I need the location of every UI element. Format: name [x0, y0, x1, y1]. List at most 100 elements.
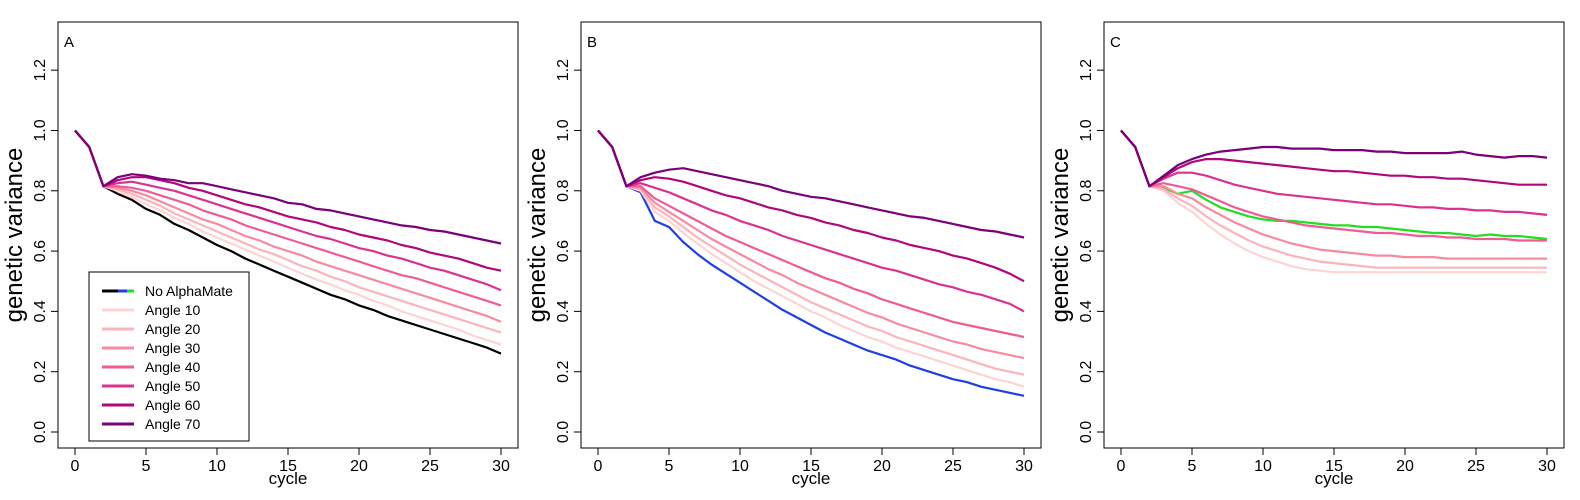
x-tick-label: 30: [1015, 458, 1033, 475]
x-tick-label: 0: [71, 458, 80, 475]
series-line-angle-70: [597, 129, 1025, 239]
legend-label: Angle 20: [145, 321, 200, 337]
x-tick-label: 5: [665, 458, 674, 475]
legend-label: Angle 70: [145, 416, 200, 432]
series-lines: [1120, 129, 1548, 274]
legend-entry-angle-70: Angle 70: [102, 416, 200, 432]
axis-ticks: 0 5 10 15 20 25 30 0.0 0.2 0.4 0.6 0.8 1.0 1.2: [1078, 59, 1556, 475]
y-tick-label: 0.2: [555, 360, 572, 382]
x-tick-label: 25: [421, 458, 439, 475]
legend-label: Angle 40: [145, 359, 200, 375]
axis-ticks: 0 5 10 15 20 25 30 0.0 0.2 0.4 0.6 0.8 1.0 1.2: [555, 59, 1033, 475]
series-line-angle-60: [597, 129, 1025, 283]
y-tick-label: 1.0: [555, 119, 572, 141]
x-tick-label: 10: [208, 458, 226, 475]
series-line-angle-20: [74, 129, 502, 334]
panel-letter: C: [1110, 34, 1121, 51]
x-tick-label: 10: [731, 458, 749, 475]
x-tick-label: 20: [1396, 458, 1414, 475]
y-tick-label: 1.0: [1078, 119, 1095, 141]
axis-ticks: 0 5 10 15 20 25 30 0.0 0.2 0.4 0.6 0.8 1.0 1.2: [32, 59, 510, 475]
panel-letter: B: [587, 34, 597, 51]
x-tick-label: 25: [944, 458, 962, 475]
y-tick-label: 0.8: [32, 180, 49, 202]
series-line-angle-10: [597, 129, 1025, 388]
x-tick-label: 10: [1254, 458, 1272, 475]
series-lines: [74, 129, 502, 355]
x-tick-label: 0: [594, 458, 603, 475]
legend-label: Angle 10: [145, 302, 200, 318]
x-tick-label: 20: [873, 458, 891, 475]
y-tick-label: 0.2: [1078, 360, 1095, 382]
series-line-angle-30: [74, 129, 502, 323]
y-tick-label: 1.2: [555, 59, 572, 81]
x-tick-label: 15: [279, 458, 297, 475]
series-line-angle-40: [597, 129, 1025, 339]
legend-entry-angle-40: Angle 40: [102, 359, 200, 375]
series-line-angle-40: [1120, 129, 1547, 242]
y-tick-label: 0.0: [32, 421, 49, 443]
x-tick-label: 15: [802, 458, 820, 475]
series-line-angle-70: [1120, 129, 1548, 188]
x-tick-label: 0: [1117, 458, 1126, 475]
series-line-no-alphamate: [74, 129, 502, 355]
y-tick-label: 1.2: [32, 59, 49, 81]
legend-label: Angle 30: [145, 340, 200, 356]
y-tick-label: 0.4: [555, 300, 572, 322]
series-line-angle-60: [74, 129, 502, 272]
series-lines: [597, 129, 1025, 397]
x-tick-label: 5: [1188, 458, 1197, 475]
y-axis-title: genetic variance: [1047, 148, 1074, 323]
x-tick-label: 30: [492, 458, 510, 475]
legend-label: No AlphaMate: [145, 283, 233, 299]
x-axis-title: cycle: [269, 469, 308, 488]
legend: No AlphaMate Angle 10 Angle 20 Angle 30 …: [88, 271, 250, 442]
x-tick-label: 15: [1325, 458, 1343, 475]
y-tick-label: 0.6: [1078, 240, 1095, 262]
y-tick-label: 0.8: [1078, 180, 1095, 202]
series-line-angle-50: [74, 129, 502, 292]
y-tick-label: 1.2: [1078, 59, 1095, 81]
series-line-no-alphamate: [1120, 129, 1548, 241]
series-line-angle-30: [597, 129, 1025, 360]
series-line-angle-30: [1120, 129, 1547, 260]
legend-entry-angle-20: Angle 20: [102, 321, 200, 337]
y-tick-label: 0.6: [555, 240, 572, 262]
panel-c: C cycle genetic variance 0 5 10 15 20 25 30 0.0…: [1047, 21, 1565, 488]
series-line-angle-70: [74, 129, 502, 245]
y-tick-label: 0.4: [1078, 300, 1095, 322]
x-tick-label: 20: [350, 458, 368, 475]
legend-entry-angle-60: Angle 60: [102, 397, 200, 413]
y-tick-label: 0.2: [32, 360, 49, 382]
series-line-no-alphamate: [597, 129, 1025, 397]
legend-label: Angle 50: [145, 378, 200, 394]
legend-box: [88, 271, 250, 442]
y-tick-label: 1.0: [32, 119, 49, 141]
y-tick-label: 0.0: [555, 421, 572, 443]
series-line-angle-20: [1120, 129, 1547, 269]
legend-entry-angle-30: Angle 30: [102, 340, 200, 356]
legend-entry-angle-50: Angle 50: [102, 378, 200, 394]
y-tick-label: 0.8: [555, 180, 572, 202]
y-axis-title: genetic variance: [1, 148, 28, 323]
series-line-angle-20: [597, 129, 1025, 376]
x-tick-label: 30: [1538, 458, 1556, 475]
x-axis-title: cycle: [1315, 469, 1354, 488]
x-axis-title: cycle: [792, 469, 831, 488]
series-line-angle-60: [1120, 129, 1547, 188]
legend-entry-no-alphamate: No AlphaMate: [102, 283, 233, 299]
x-tick-label: 25: [1467, 458, 1485, 475]
series-line-angle-10: [1120, 129, 1547, 274]
legend-entry-angle-10: Angle 10: [102, 302, 200, 318]
panel-letter: A: [64, 34, 74, 51]
y-tick-label: 0.6: [32, 240, 49, 262]
series-line-angle-50: [1120, 129, 1548, 216]
panel-b: B cycle genetic variance 0 5 10 15 20 25 30 0.0…: [524, 21, 1042, 488]
y-axis-title: genetic variance: [524, 148, 551, 323]
x-tick-label: 5: [142, 458, 151, 475]
series-line-angle-50: [597, 129, 1025, 313]
y-tick-label: 0.0: [1078, 421, 1095, 443]
series-line-angle-10: [74, 129, 502, 346]
legend-label: Angle 60: [145, 397, 200, 413]
